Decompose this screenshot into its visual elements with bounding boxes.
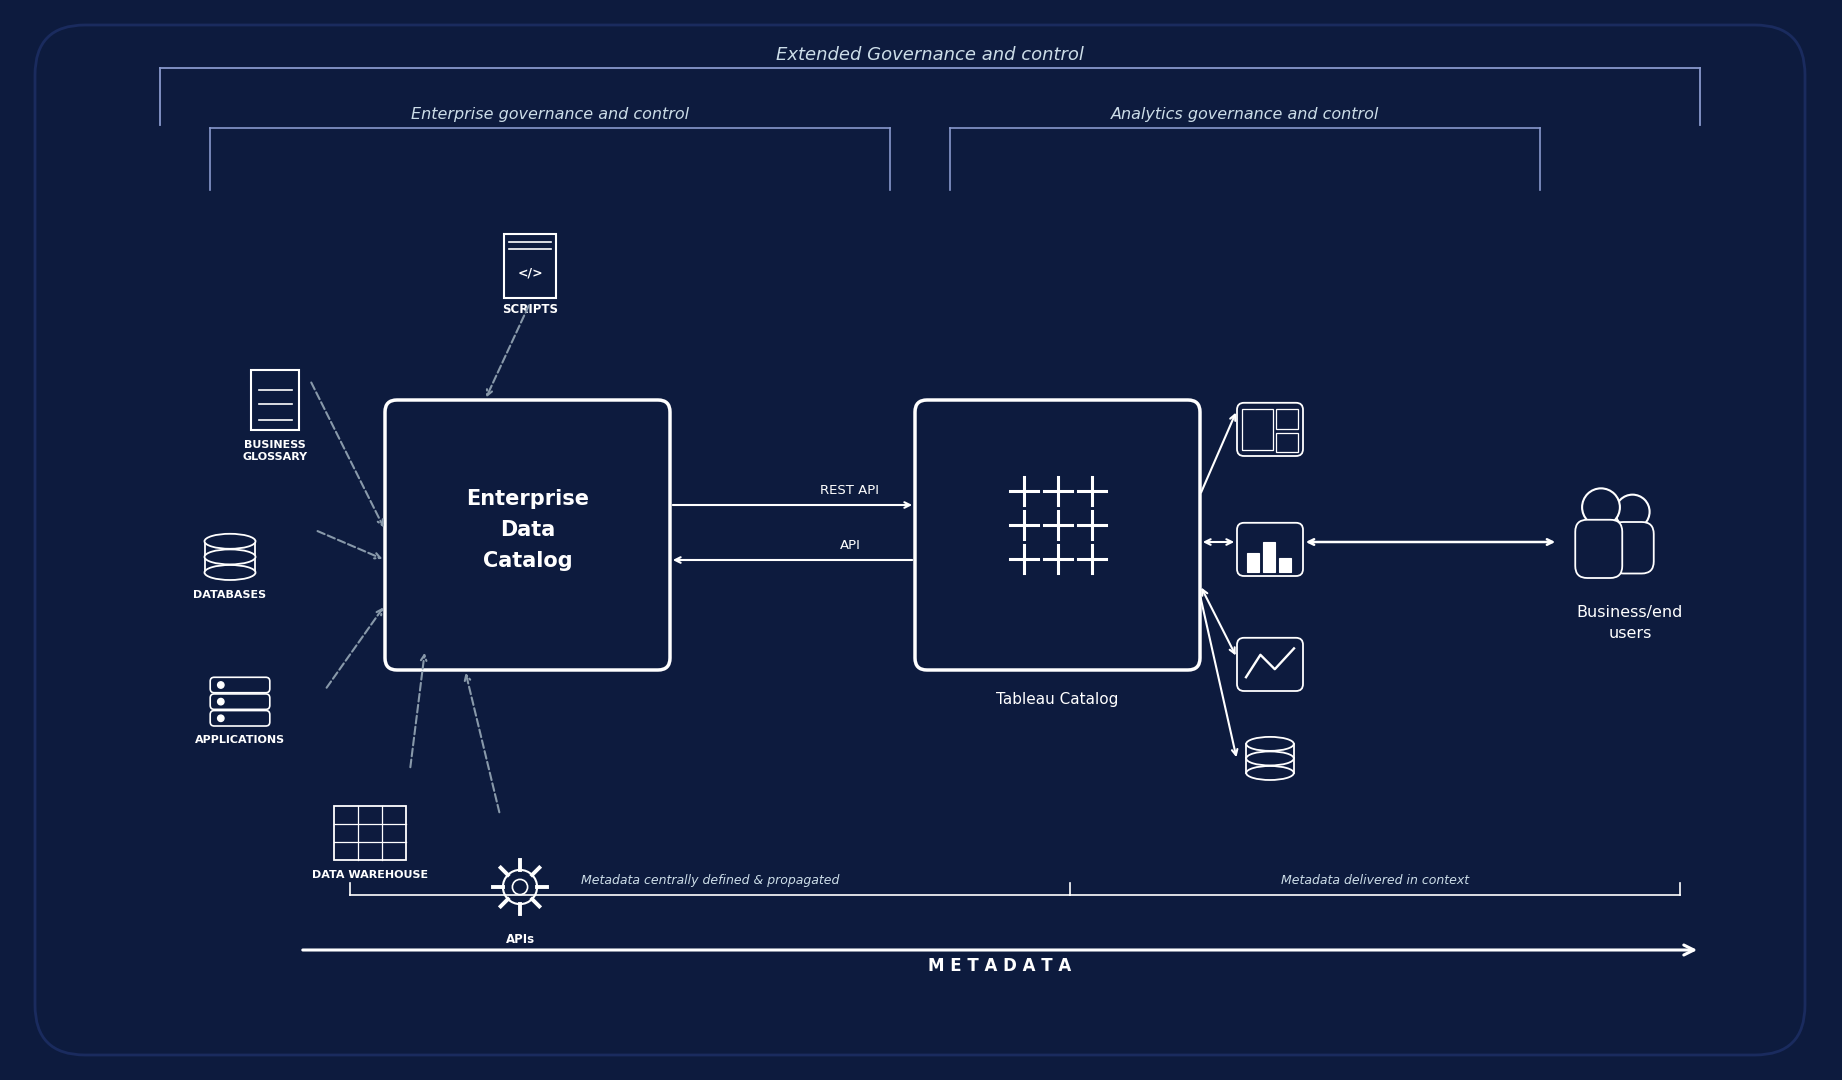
Text: APPLICATIONS: APPLICATIONS [195,735,286,745]
Ellipse shape [204,534,256,549]
Circle shape [217,699,225,705]
FancyBboxPatch shape [1277,408,1299,430]
Text: Metadata centrally defined & propagated: Metadata centrally defined & propagated [580,874,840,887]
FancyBboxPatch shape [210,677,269,692]
Circle shape [1615,495,1650,529]
Text: Analytics governance and control: Analytics governance and control [1111,108,1380,122]
Text: Tableau Catalog: Tableau Catalog [997,692,1118,707]
Ellipse shape [1247,766,1293,780]
Circle shape [1582,488,1619,526]
FancyBboxPatch shape [1238,523,1302,576]
Ellipse shape [204,550,256,565]
Ellipse shape [204,565,256,580]
Text: REST API: REST API [820,484,879,497]
Circle shape [217,715,225,721]
FancyBboxPatch shape [1575,519,1623,578]
FancyBboxPatch shape [1238,638,1302,691]
FancyBboxPatch shape [1238,403,1302,456]
Circle shape [512,879,527,894]
Ellipse shape [1247,752,1293,766]
Text: DATA WAREHOUSE: DATA WAREHOUSE [311,870,427,880]
FancyBboxPatch shape [1277,433,1299,451]
FancyBboxPatch shape [333,806,405,860]
FancyBboxPatch shape [210,711,269,726]
FancyBboxPatch shape [385,400,670,670]
Text: BUSINESS
GLOSSARY: BUSINESS GLOSSARY [243,440,308,462]
Text: M E T A D A T A: M E T A D A T A [928,957,1072,975]
Circle shape [217,681,225,688]
Text: Metadata delivered in context: Metadata delivered in context [1280,874,1470,887]
Text: Enterprise
Data
Catalog: Enterprise Data Catalog [466,489,589,571]
Text: </>: </> [518,266,543,279]
Text: Extended Governance and control: Extended Governance and control [775,46,1083,64]
FancyBboxPatch shape [1242,408,1273,450]
FancyBboxPatch shape [915,400,1199,670]
Bar [1278,558,1291,571]
Text: API: API [840,539,860,552]
Bar [1247,553,1260,571]
Circle shape [503,869,538,904]
Text: Enterprise governance and control: Enterprise governance and control [411,108,689,122]
FancyBboxPatch shape [505,234,556,298]
Text: DATABASES: DATABASES [193,590,267,600]
FancyBboxPatch shape [1612,522,1654,573]
Text: Business/end
users: Business/end users [1577,605,1684,642]
Text: SCRIPTS: SCRIPTS [503,303,558,316]
Text: APIs: APIs [505,933,534,946]
FancyBboxPatch shape [35,25,1805,1055]
FancyBboxPatch shape [210,694,269,710]
Bar [1264,542,1275,571]
FancyBboxPatch shape [251,370,298,430]
Ellipse shape [1247,737,1293,751]
